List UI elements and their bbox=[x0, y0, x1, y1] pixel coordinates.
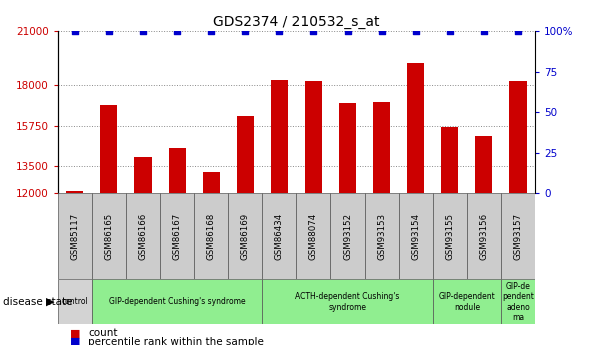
Text: count: count bbox=[88, 328, 118, 338]
Bar bbox=[100, 105, 117, 193]
Text: GIP-de
pendent
adeno
ma: GIP-de pendent adeno ma bbox=[502, 282, 534, 322]
Bar bbox=[228, 193, 262, 279]
Text: ■: ■ bbox=[70, 328, 80, 338]
Text: ACTH-dependent Cushing's
syndrome: ACTH-dependent Cushing's syndrome bbox=[295, 292, 399, 312]
Text: GSM86434: GSM86434 bbox=[275, 213, 284, 260]
Point bbox=[309, 28, 319, 34]
Point bbox=[377, 28, 387, 34]
Bar bbox=[510, 81, 527, 193]
Bar bbox=[134, 157, 151, 193]
Bar bbox=[501, 193, 535, 279]
Text: GSM93155: GSM93155 bbox=[445, 213, 454, 260]
Point bbox=[343, 28, 353, 34]
Text: GSM93157: GSM93157 bbox=[514, 213, 522, 260]
Point bbox=[206, 28, 216, 34]
Text: percentile rank within the sample: percentile rank within the sample bbox=[88, 337, 264, 345]
Title: GDS2374 / 210532_s_at: GDS2374 / 210532_s_at bbox=[213, 14, 379, 29]
Point bbox=[104, 28, 114, 34]
Point bbox=[411, 28, 421, 34]
Bar bbox=[305, 81, 322, 193]
Point bbox=[274, 28, 284, 34]
Bar bbox=[58, 193, 92, 279]
Bar bbox=[262, 193, 296, 279]
Bar bbox=[92, 193, 126, 279]
Bar bbox=[126, 193, 160, 279]
Bar bbox=[331, 193, 365, 279]
Text: GSM93152: GSM93152 bbox=[343, 213, 352, 260]
Bar bbox=[365, 193, 399, 279]
Bar bbox=[433, 279, 501, 324]
Bar bbox=[433, 193, 467, 279]
Bar bbox=[467, 193, 501, 279]
Bar bbox=[271, 80, 288, 193]
Text: GSM86168: GSM86168 bbox=[207, 213, 216, 260]
Point bbox=[172, 28, 182, 34]
Point bbox=[138, 28, 148, 34]
Text: GSM93156: GSM93156 bbox=[479, 213, 488, 260]
Point bbox=[70, 28, 80, 34]
Text: disease state: disease state bbox=[3, 297, 72, 307]
Bar bbox=[475, 136, 492, 193]
Text: GIP-dependent
nodule: GIP-dependent nodule bbox=[438, 292, 496, 312]
Text: GSM86167: GSM86167 bbox=[173, 213, 182, 260]
Bar bbox=[441, 127, 458, 193]
Bar bbox=[237, 116, 254, 193]
Text: GSM93154: GSM93154 bbox=[411, 213, 420, 260]
Point bbox=[240, 28, 250, 34]
Bar bbox=[160, 193, 194, 279]
Point bbox=[445, 28, 455, 34]
Text: GIP-dependent Cushing's syndrome: GIP-dependent Cushing's syndrome bbox=[109, 297, 246, 306]
Bar bbox=[66, 191, 83, 193]
Point bbox=[479, 28, 489, 34]
Bar bbox=[194, 193, 228, 279]
Bar bbox=[339, 103, 356, 193]
Text: GSM85117: GSM85117 bbox=[71, 213, 79, 260]
Bar bbox=[168, 148, 185, 193]
Bar bbox=[373, 102, 390, 193]
Point bbox=[513, 28, 523, 34]
Bar bbox=[202, 171, 219, 193]
Text: GSM86166: GSM86166 bbox=[139, 213, 148, 260]
Text: GSM93153: GSM93153 bbox=[377, 213, 386, 260]
Text: GSM86169: GSM86169 bbox=[241, 213, 250, 260]
Bar bbox=[407, 63, 424, 193]
Bar bbox=[501, 279, 535, 324]
Bar bbox=[262, 279, 433, 324]
Text: control: control bbox=[61, 297, 88, 306]
Text: ▶: ▶ bbox=[46, 297, 55, 307]
Text: GSM88074: GSM88074 bbox=[309, 213, 318, 260]
Bar bbox=[58, 279, 92, 324]
Text: ■: ■ bbox=[70, 337, 80, 345]
Bar bbox=[92, 279, 262, 324]
Bar bbox=[399, 193, 433, 279]
Text: GSM86165: GSM86165 bbox=[105, 213, 114, 260]
Bar bbox=[296, 193, 331, 279]
